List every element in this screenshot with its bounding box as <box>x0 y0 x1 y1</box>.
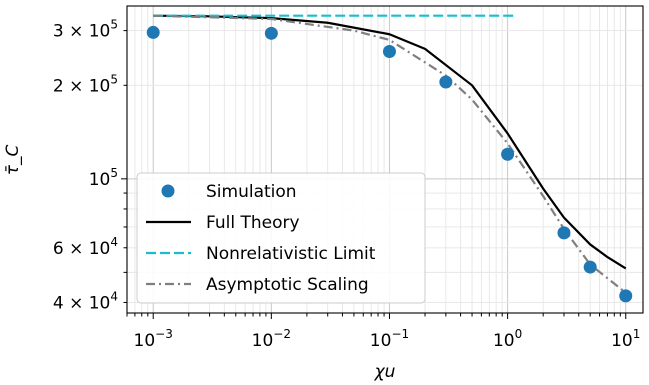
data-point <box>583 260 597 274</box>
data-point <box>439 75 453 89</box>
axis-ticks: 10−3 10−2 10−1 100 101 4 × 104 6 × 104 105 2 × 1… <box>53 18 641 351</box>
x-tick-label: 10−1 <box>370 327 409 351</box>
y-tick-label: 3 × 105 <box>53 18 118 42</box>
y-tick-label: 105 <box>89 166 118 190</box>
legend-label: Asymptotic Scaling <box>206 275 369 295</box>
series-line-asymptotic-scaling <box>153 14 627 294</box>
y-axis-title: τ̄_C <box>3 145 23 176</box>
plot-area <box>146 14 633 303</box>
x-axis-title: χu <box>374 362 396 382</box>
legend-box <box>136 172 426 304</box>
axes-frame <box>126 5 644 314</box>
data-point <box>382 44 396 58</box>
data-point <box>264 26 278 40</box>
legend-marker <box>161 184 175 198</box>
y-tick-label: 4 × 104 <box>53 289 118 313</box>
data-point <box>557 226 571 240</box>
legend-label: Full Theory <box>206 213 300 233</box>
data-point <box>146 25 160 39</box>
y-tick-label: 2 × 105 <box>53 72 118 96</box>
x-tick-label: 101 <box>611 327 640 351</box>
legend-label: Simulation <box>206 182 297 202</box>
x-tick-label: 10−3 <box>134 327 173 351</box>
x-tick-label: 10−2 <box>252 327 291 351</box>
y-tick-label: 6 × 104 <box>53 235 118 259</box>
x-tick-label: 100 <box>493 327 522 351</box>
data-point <box>501 147 515 161</box>
legend-label: Nonrelativistic Limit <box>206 244 376 264</box>
data-point <box>619 289 633 303</box>
legend: Simulation Full Theory Nonrelativistic Lim… <box>136 172 426 304</box>
